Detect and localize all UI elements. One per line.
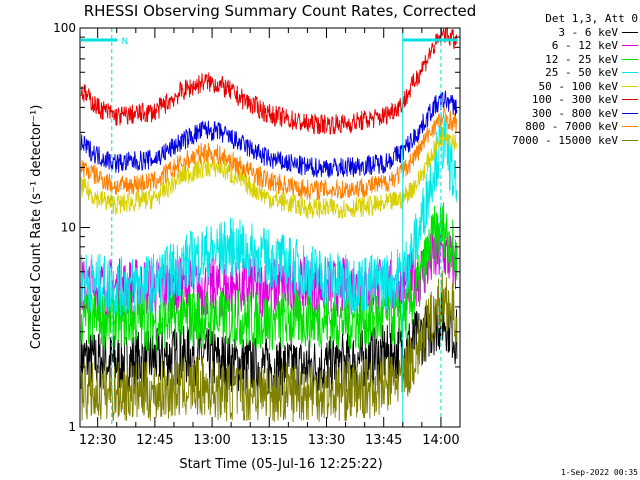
series-line-3 xyxy=(80,114,458,317)
x-tick-label-3: 13:15 xyxy=(251,433,288,448)
legend-swatch xyxy=(622,45,638,47)
legend-item: 800 - 7000 keV xyxy=(484,120,638,134)
y-tick-label-0: 1 xyxy=(68,420,76,434)
series-line-5 xyxy=(80,28,458,135)
legend-label: 300 - 800 keV xyxy=(531,106,618,120)
legend-label: 50 - 100 keV xyxy=(538,79,618,93)
series-line-7 xyxy=(80,107,458,201)
legend-swatch xyxy=(622,112,638,114)
legend-swatch xyxy=(622,58,638,60)
y-tick-label-1: 10 xyxy=(61,221,76,235)
legend-item: 3 - 6 keV xyxy=(484,26,638,40)
x-tick-label-2: 13:00 xyxy=(193,433,230,448)
x-tick-label-1: 12:45 xyxy=(136,433,173,448)
legend-label: 7000 - 15000 keV xyxy=(512,133,618,147)
legend-swatch xyxy=(622,85,638,87)
legend-label: 3 - 6 keV xyxy=(558,25,618,39)
legend-header: Det 1,3, Att 0 xyxy=(545,12,638,25)
x-tick-label-5: 13:45 xyxy=(365,433,402,448)
legend-item: 50 - 100 keV xyxy=(484,80,638,94)
legend-item: 7000 - 15000 keV xyxy=(484,134,638,148)
legend-item: 300 - 800 keV xyxy=(484,107,638,121)
night-bar-label: N xyxy=(121,37,128,47)
y-tick-label-2: 100 xyxy=(53,21,76,35)
legend-label: 25 - 50 keV xyxy=(545,66,618,79)
x-tick-label-4: 13:30 xyxy=(308,433,345,448)
legend-swatch xyxy=(622,99,638,101)
series-line-1 xyxy=(80,227,458,318)
plot-series xyxy=(80,28,458,423)
x-tick-label-6: 14:00 xyxy=(422,433,459,448)
legend-label: 100 - 300 keV xyxy=(531,93,618,106)
legend-item: 100 - 300 keV xyxy=(484,93,638,107)
series-line-8 xyxy=(80,270,458,423)
series-line-6 xyxy=(80,90,458,178)
legend-item: 6 - 12 keV xyxy=(484,39,638,53)
chart-title: RHESSI Observing Summary Count Rates, Co… xyxy=(84,2,477,20)
x-axis-label: Start Time (05-Jul-16 12:25:22) xyxy=(179,457,382,472)
legend-label: 12 - 25 keV xyxy=(545,52,618,66)
legend-swatch xyxy=(622,72,638,74)
footer-date: 1-Sep-2022 00:35 xyxy=(560,468,638,477)
legend-label: 6 - 12 keV xyxy=(551,39,618,52)
series-line-4 xyxy=(80,126,458,220)
x-tick-label-0: 12:30 xyxy=(79,433,116,448)
y-axis-label: Corrected Count Rate (s⁻¹ detector⁻¹) xyxy=(29,105,44,350)
legend-swatch xyxy=(622,139,638,141)
legend-item: 12 - 25 keV xyxy=(484,53,638,67)
legend-swatch xyxy=(622,31,638,33)
legend-label: 800 - 7000 keV xyxy=(525,120,618,133)
legend-item: 25 - 50 keV xyxy=(484,66,638,80)
legend-swatch xyxy=(622,126,638,128)
legend: Det 1,3, Att 0 3 - 6 keV 6 - 12 keV 12 - 2… xyxy=(484,12,638,147)
